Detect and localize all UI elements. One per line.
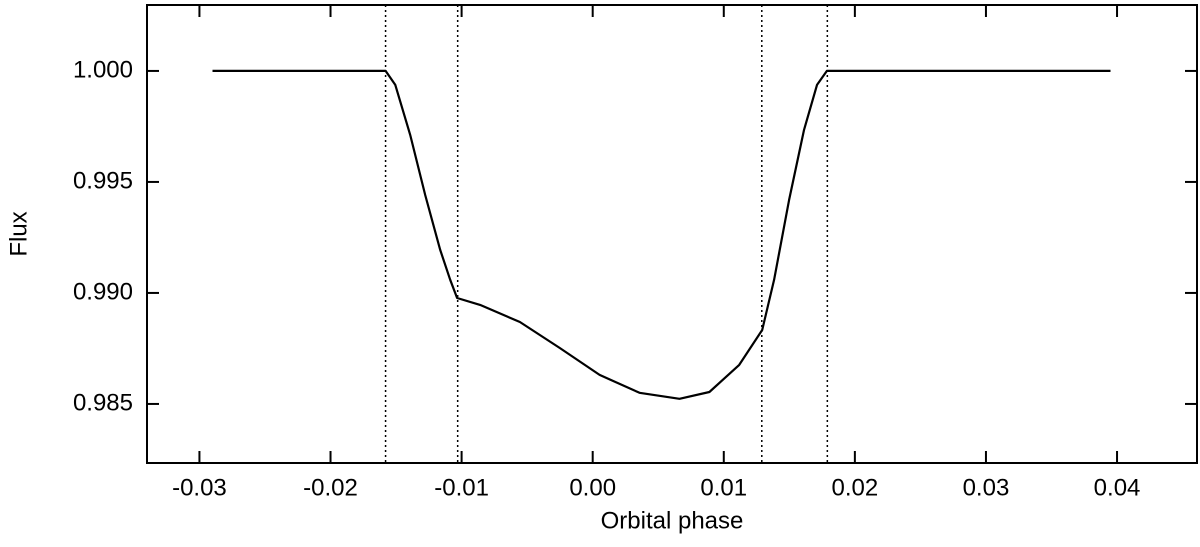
x-tick-label: 0.01 — [700, 474, 747, 501]
x-tick-label: 0.03 — [963, 474, 1010, 501]
x-tick-label: 0.02 — [832, 474, 879, 501]
x-tick-label: -0.01 — [434, 474, 489, 501]
y-tick-label: 0.990 — [73, 278, 133, 305]
y-axis-label: Flux — [5, 211, 32, 256]
x-tick-label: -0.03 — [172, 474, 227, 501]
x-tick-label: 0.00 — [569, 474, 616, 501]
y-tick-label: 0.985 — [73, 389, 133, 416]
plot-frame — [146, 4, 1198, 464]
y-tick-label: 1.000 — [73, 56, 133, 83]
light-curve — [212, 69, 1111, 400]
x-axis-label: Orbital phase — [601, 507, 744, 534]
x-tick-label: -0.02 — [303, 474, 358, 501]
y-tick-label: 0.995 — [73, 167, 133, 194]
x-tick-label: 0.04 — [1094, 474, 1141, 501]
